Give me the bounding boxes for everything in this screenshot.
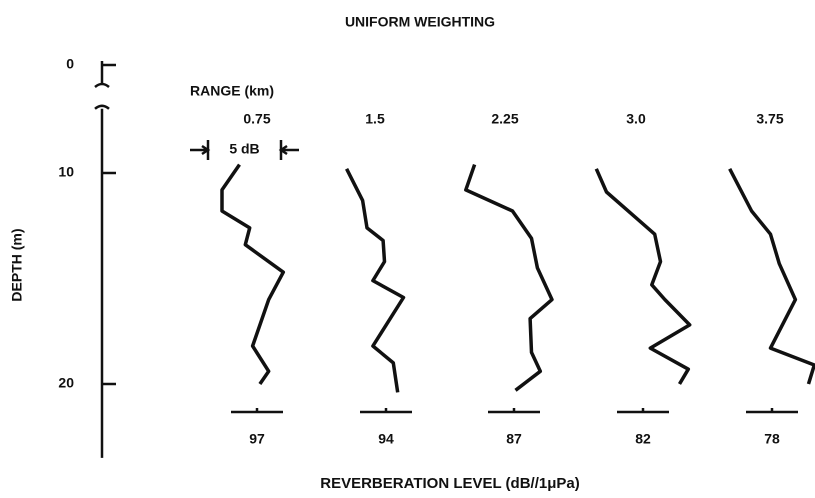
reference-label: 87 <box>506 431 522 447</box>
series-name: 3.0 <box>626 111 646 127</box>
y-tick-label: 0 <box>66 56 74 72</box>
profile-line <box>345 168 406 393</box>
profile-line <box>220 163 286 385</box>
reference-label: 82 <box>635 431 651 447</box>
chart-title: UNIFORM WEIGHTING <box>345 14 495 30</box>
series-name: 3.75 <box>756 111 783 127</box>
x-axis-label: REVERBERATION LEVEL (dB//1μPa) <box>320 475 580 492</box>
y-tick-label: 20 <box>58 375 74 391</box>
profile-line <box>594 168 692 385</box>
reference-label: 94 <box>378 431 394 447</box>
axis-break <box>94 82 110 110</box>
profile-line <box>728 167 815 385</box>
series-name: 0.75 <box>243 111 270 127</box>
reference-label: 78 <box>764 431 780 447</box>
profile-line <box>464 164 554 392</box>
scale-bar-arrow <box>190 144 299 156</box>
y-axis-label: DEPTH (m) <box>9 228 25 301</box>
scale-bar-label: 5 dB <box>229 141 259 157</box>
series-name: 2.25 <box>491 111 518 127</box>
series-name: 1.5 <box>365 111 385 127</box>
y-tick-label: 10 <box>58 164 74 180</box>
series-header: RANGE (km) <box>190 83 274 99</box>
reference-label: 97 <box>249 431 265 447</box>
